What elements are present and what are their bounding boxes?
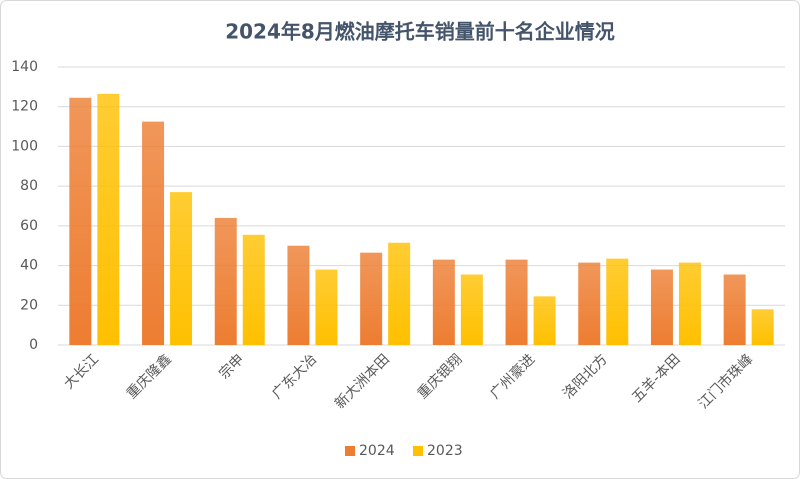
bar (606, 258, 629, 345)
bar (678, 262, 701, 345)
bar (432, 259, 455, 345)
y-tick-label: 140 (11, 59, 38, 75)
bar (723, 274, 746, 345)
y-tick-label: 40 (20, 258, 38, 274)
legend-swatch (345, 446, 355, 456)
bar (214, 217, 237, 345)
y-tick-label: 100 (11, 138, 38, 154)
bar (315, 269, 338, 345)
bar (388, 242, 411, 345)
chart-title: 2024年8月燃油摩托车销量前十名企业情况 (225, 20, 615, 44)
y-tick-label: 0 (29, 337, 38, 353)
bar (650, 269, 673, 345)
y-tick-label: 80 (20, 178, 38, 194)
bar (505, 259, 528, 345)
y-tick-label: 120 (11, 99, 38, 115)
bar (533, 296, 556, 345)
bar (142, 121, 165, 345)
bar (242, 234, 265, 345)
bar (360, 252, 383, 345)
bar (97, 93, 120, 345)
bar (170, 192, 193, 345)
legend-label: 2023 (427, 443, 463, 459)
bar (460, 274, 483, 345)
bar (751, 309, 774, 345)
bar (287, 245, 310, 345)
bar (69, 97, 92, 346)
bar (578, 262, 601, 345)
y-tick-label: 20 (20, 297, 38, 313)
y-tick-label: 60 (20, 218, 38, 234)
legend-label: 2024 (359, 443, 395, 459)
legend-swatch (413, 446, 423, 456)
